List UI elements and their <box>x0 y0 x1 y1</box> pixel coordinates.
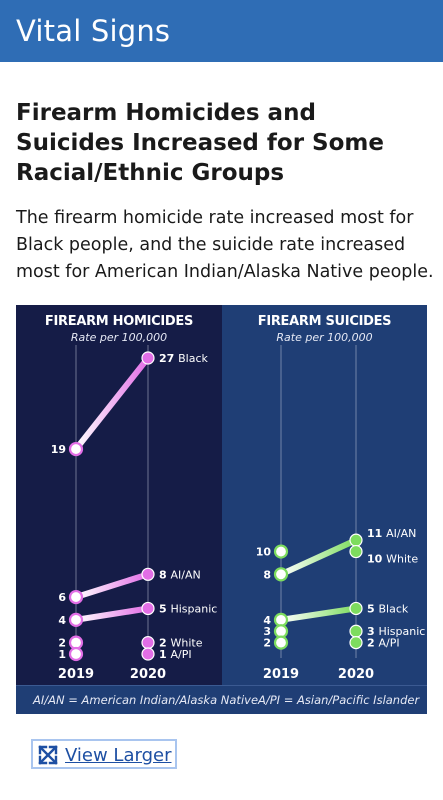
suicide-point-2020-black <box>349 601 363 616</box>
homicide-point-2019-black <box>68 441 84 457</box>
suicide-line-black <box>278 605 359 623</box>
view-larger-label: View Larger <box>65 744 172 766</box>
homicide-label-2019-black: 19 <box>51 443 66 456</box>
suicide-point-2019-aian <box>273 567 289 582</box>
homicide-label-2020-api: 1 A/PI <box>159 648 192 661</box>
suicide-point-2019-api <box>273 635 289 650</box>
suicide-point-2020-white <box>349 544 363 559</box>
infographic: FIREARM HOMICIDES Rate per 100,000 FIREA… <box>16 305 427 714</box>
expand-icon <box>37 744 59 766</box>
suicides-title: FIREARM SUICIDES <box>257 314 392 329</box>
suicide-label-2020-aian: 11 AI/AN <box>367 527 416 540</box>
suicides-subtitle: Rate per 100,000 <box>276 331 373 344</box>
homicide-point-2020-black <box>141 351 155 365</box>
homicide-label-2020-black: 27 Black <box>159 352 209 365</box>
suicide-point-2020-aian <box>349 533 363 547</box>
suicide-point-2020-api <box>349 636 363 650</box>
homicide-point-2020-aian <box>141 567 155 581</box>
homicide-label-2019-api: 1 <box>58 648 66 661</box>
homicide-line-hispanic <box>73 605 151 623</box>
homicide-label-2020-aian: 8 AI/AN <box>159 568 201 581</box>
homicide-label-2020-white: 2 White <box>159 637 203 650</box>
homicides-subtitle: Rate per 100,000 <box>70 331 168 344</box>
suicide-point-2019-black <box>273 612 289 627</box>
suicide-label-2019-white: 10 <box>256 546 272 559</box>
suicide-point-2019-hispanic <box>273 624 289 639</box>
suicide-point-2019-white <box>273 544 289 559</box>
homicide-point-2019-api <box>68 646 84 662</box>
homicide-line-black <box>73 355 151 453</box>
suicide-line-aian <box>278 537 359 578</box>
homicide-xtick-2020: 2020 <box>130 667 166 682</box>
header-bar: Vital Signs <box>0 0 443 62</box>
suicide-label-2020-hispanic: 3 Hispanic <box>367 625 425 638</box>
homicides-panel: FIREARM HOMICIDES Rate per 100,000 <box>16 305 222 685</box>
homicide-label-2019-white: 2 <box>58 637 66 650</box>
homicide-xtick-2019: 2019 <box>58 667 94 682</box>
homicide-point-2020-hispanic <box>141 601 155 616</box>
suicide-label-2019-hispanic: 3 <box>263 625 271 638</box>
article-lede: The firearm homicide rate increased most… <box>16 208 434 282</box>
homicides-title: FIREARM HOMICIDES <box>44 314 194 329</box>
view-larger-link[interactable]: View Larger <box>31 739 178 769</box>
homicide-label-2020-hispanic: 5 Hispanic <box>159 602 217 615</box>
page-title: Vital Signs <box>16 14 171 48</box>
homicide-point-2020-api <box>141 647 155 661</box>
suicide-label-2020-api: 2 A/PI <box>367 637 400 650</box>
homicide-line-aian <box>73 571 151 601</box>
homicide-point-2019-hispanic <box>68 612 84 627</box>
footnote-aian: AI/AN = American Indian/Alaska Native <box>33 693 259 707</box>
suicide-point-2020-hispanic <box>349 624 363 638</box>
homicide-point-2019-aian <box>68 589 84 605</box>
footnote-bar: AI/AN = American Indian/Alaska Native A/… <box>16 685 427 714</box>
suicide-label-2019-aian: 8 <box>263 568 271 581</box>
homicide-label-2019-aian: 6 <box>58 591 66 604</box>
suicide-xtick-2020: 2020 <box>338 667 374 682</box>
homicide-point-2020-white <box>141 636 155 650</box>
homicide-point-2019-white <box>68 635 84 650</box>
suicide-label-2020-black: 5 Black <box>367 602 409 615</box>
suicide-xtick-2019: 2019 <box>263 667 299 682</box>
homicide-label-2019-hispanic: 4 <box>58 614 66 627</box>
suicide-label-2020-white: 10 White <box>367 553 418 566</box>
footnote-api: A/PI = Asian/Pacific Islander <box>258 693 420 707</box>
suicides-panel: FIREARM SUICIDES Rate per 100,000 <box>222 305 427 685</box>
suicide-label-2019-black: 4 <box>263 614 271 627</box>
suicide-label-2019-api: 2 <box>263 637 271 650</box>
article-headline: Firearm Homicides and Suicides Increased… <box>16 100 384 186</box>
